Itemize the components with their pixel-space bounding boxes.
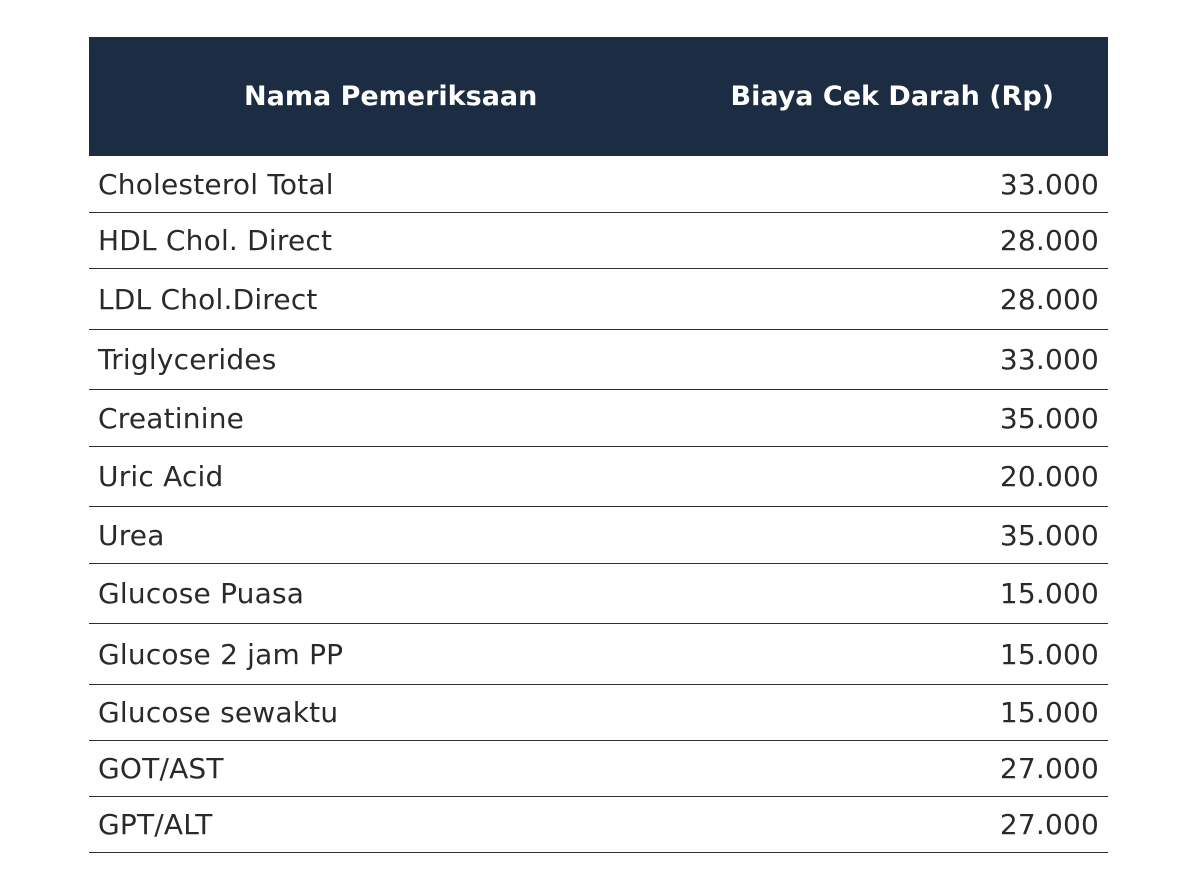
row-name: Glucose 2 jam PP bbox=[98, 637, 344, 671]
table-row: Cholesterol Total 33.000 bbox=[89, 156, 1108, 213]
row-price: 15.000 bbox=[999, 577, 1099, 610]
table-row: HDL Chol. Direct 28.000 bbox=[89, 213, 1108, 269]
row-name: LDL Chol.Direct bbox=[98, 282, 318, 316]
row-name: GPT/ALT bbox=[98, 808, 213, 841]
row-price: 15.000 bbox=[999, 637, 1099, 671]
table-row: Urea 35.000 bbox=[89, 507, 1108, 564]
table-row: Glucose Puasa 15.000 bbox=[89, 564, 1108, 624]
row-name: Triglycerides bbox=[98, 343, 277, 376]
row-price: 33.000 bbox=[999, 343, 1099, 376]
table-row: GOT/AST 27.000 bbox=[89, 741, 1108, 797]
row-name: Uric Acid bbox=[98, 460, 224, 493]
table-header: Nama Pemeriksaan Biaya Cek Darah (Rp) bbox=[89, 37, 1108, 156]
table-row: Triglycerides 33.000 bbox=[89, 330, 1108, 390]
table-row: GPT/ALT 27.000 bbox=[89, 797, 1108, 853]
row-name: HDL Chol. Direct bbox=[98, 224, 333, 257]
row-price: 15.000 bbox=[999, 696, 1099, 729]
price-table: Nama Pemeriksaan Biaya Cek Darah (Rp) Ch… bbox=[89, 37, 1108, 853]
row-price: 35.000 bbox=[999, 518, 1099, 552]
row-price: 28.000 bbox=[999, 282, 1099, 316]
table-row: Glucose sewaktu 15.000 bbox=[89, 685, 1108, 741]
row-price: 20.000 bbox=[999, 460, 1099, 493]
row-name: Glucose sewaktu bbox=[98, 696, 339, 729]
table-row: LDL Chol.Direct 28.000 bbox=[89, 269, 1108, 330]
row-price: 28.000 bbox=[999, 224, 1099, 257]
row-price: 33.000 bbox=[999, 167, 1099, 201]
table-row: Glucose 2 jam PP 15.000 bbox=[89, 624, 1108, 685]
row-name: Cholesterol Total bbox=[98, 167, 334, 201]
row-price: 35.000 bbox=[999, 401, 1099, 435]
row-name: Glucose Puasa bbox=[98, 577, 305, 610]
header-biaya-cek-darah: Biaya Cek Darah (Rp) bbox=[730, 81, 1054, 112]
header-nama-pemeriksaan: Nama Pemeriksaan bbox=[244, 81, 538, 112]
row-price: 27.000 bbox=[999, 752, 1099, 785]
row-name: Creatinine bbox=[98, 401, 245, 435]
table-row: Uric Acid 20.000 bbox=[89, 447, 1108, 507]
table-row: Creatinine 35.000 bbox=[89, 390, 1108, 447]
row-name: Urea bbox=[98, 518, 165, 552]
row-name: GOT/AST bbox=[98, 752, 224, 785]
row-price: 27.000 bbox=[999, 808, 1099, 841]
